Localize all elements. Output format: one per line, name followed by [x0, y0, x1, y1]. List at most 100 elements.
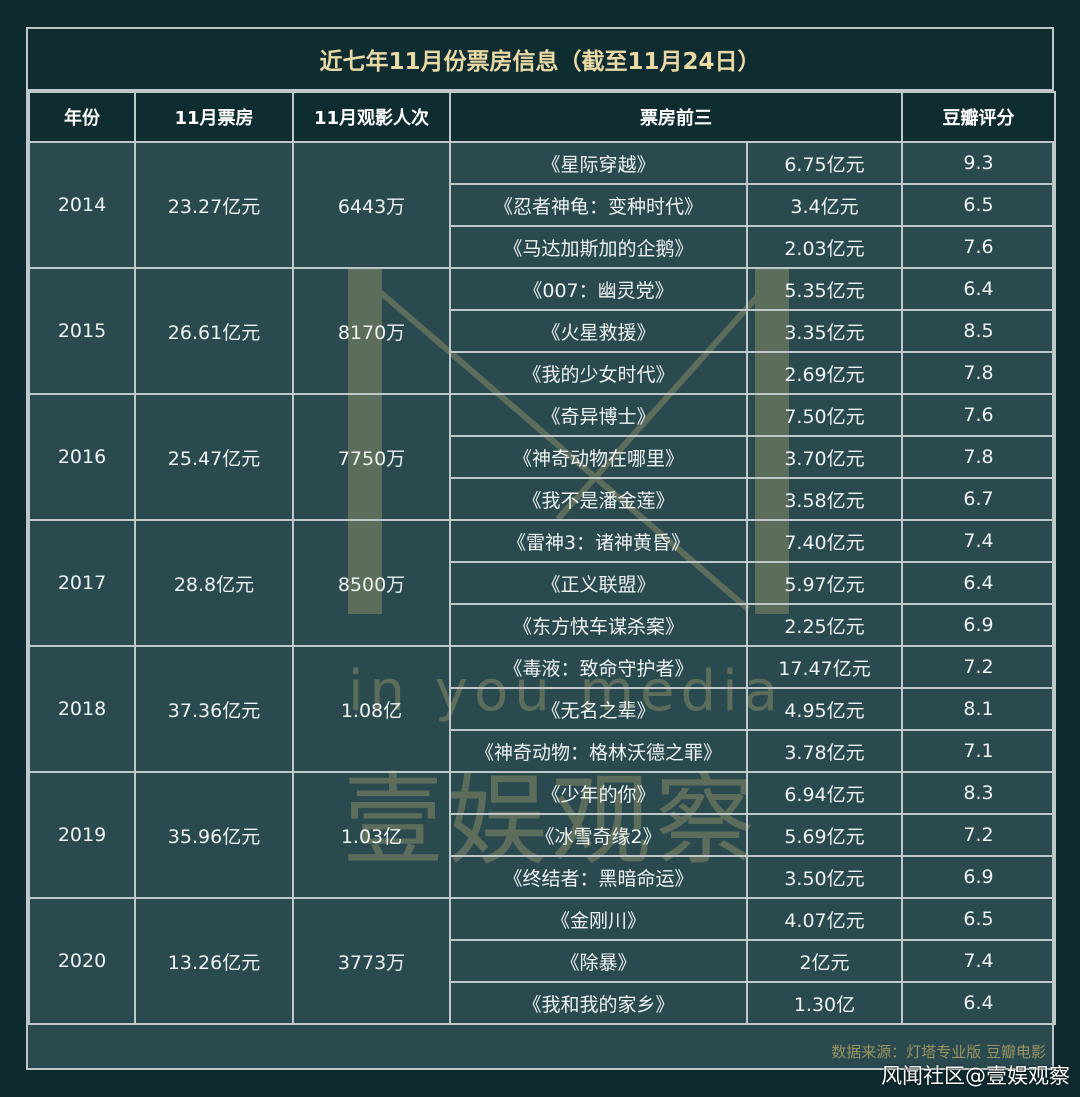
douban-score-cell: 7.6 — [901, 225, 1056, 269]
douban-score-cell: 7.4 — [901, 519, 1056, 563]
table-row: 《火星救援》 3.35亿元 8.5 — [29, 309, 1056, 353]
table-row: 《除暴》 2亿元 7.4 — [29, 939, 1056, 983]
table-row: 2017 28.8亿元 8500万 《雷神3：诸神黄昏》 7.40亿元 7.4 — [28, 519, 1056, 647]
film-gross-cell: 4.95亿元 — [746, 687, 903, 731]
box-office-cell: 23.27亿元 — [134, 141, 294, 269]
film-gross-cell: 5.97亿元 — [746, 561, 903, 605]
year-cell: 2017 — [28, 519, 136, 647]
film-gross-cell: 2.03亿元 — [746, 225, 903, 269]
year-cell: 2015 — [28, 267, 136, 395]
film-name-cell: 《奇异博士》 — [449, 393, 748, 437]
douban-score-cell: 7.8 — [901, 435, 1056, 479]
box-office-cell: 37.36亿元 — [134, 645, 294, 773]
douban-score-cell: 8.5 — [901, 309, 1056, 353]
table-row: 《神奇动物在哪里》 3.70亿元 7.8 — [29, 435, 1056, 479]
douban-score-cell: 7.2 — [901, 645, 1056, 689]
film-name-cell: 《东方快车谋杀案》 — [449, 603, 748, 647]
header-douban: 豆瓣评分 — [901, 91, 1056, 143]
table-row: 《神奇动物：格林沃德之罪》 3.78亿元 7.1 — [29, 729, 1056, 773]
page-title: 近七年11月份票房信息（截至11月24日） — [28, 29, 1052, 91]
film-gross-cell: 3.4亿元 — [746, 183, 903, 227]
box-office-cell: 25.47亿元 — [134, 393, 294, 521]
table-row: 《我不是潘金莲》 3.58亿元 6.7 — [29, 477, 1056, 521]
header-year: 年份 — [28, 91, 136, 143]
film-name-cell: 《马达加斯加的企鹅》 — [449, 225, 748, 269]
table-row: 《正义联盟》 5.97亿元 6.4 — [29, 561, 1056, 605]
box-office-cell: 35.96亿元 — [134, 771, 294, 899]
douban-score-cell: 8.3 — [901, 771, 1056, 815]
table-row: 《无名之辈》 4.95亿元 8.1 — [29, 687, 1056, 731]
film-name-cell: 《星际穿越》 — [449, 141, 748, 185]
film-gross-cell: 3.35亿元 — [746, 309, 903, 353]
douban-score-cell: 7.6 — [901, 393, 1056, 437]
table-row: 2014 23.27亿元 6443万 《星际穿越》 6.75亿元 9.3 — [28, 141, 1056, 269]
table-row: 2018 37.36亿元 1.08亿 《毒液：致命守护者》 17.47亿元 7.2 — [28, 645, 1056, 773]
film-name-cell: 《无名之辈》 — [449, 687, 748, 731]
box-office-table: 年份 11月票房 11月观影人次 票房前三 豆瓣评分 2014 23.27亿元 64… — [28, 91, 1056, 1025]
table-row: 《我和我的家乡》 1.30亿 6.4 — [29, 981, 1056, 1025]
film-gross-cell: 5.35亿元 — [746, 267, 903, 311]
table-row: 2016 25.47亿元 7750万 《奇异博士》 7.50亿元 7.6 — [28, 393, 1056, 521]
audience-cell: 8500万 — [292, 519, 451, 647]
credit-watermark: 风闻社区@壹娱观察 — [881, 1064, 1070, 1088]
film-name-cell: 《少年的你》 — [449, 771, 748, 815]
table-row: 《东方快车谋杀案》 2.25亿元 6.9 — [29, 603, 1056, 647]
year-cell: 2014 — [28, 141, 136, 269]
film-gross-cell: 6.94亿元 — [746, 771, 903, 815]
audience-cell: 8170万 — [292, 267, 451, 395]
box-office-cell: 26.61亿元 — [134, 267, 294, 395]
douban-score-cell: 9.3 — [901, 141, 1056, 185]
douban-score-cell: 6.9 — [901, 855, 1056, 899]
film-gross-cell: 4.07亿元 — [746, 897, 903, 941]
douban-score-cell: 7.8 — [901, 351, 1056, 395]
film-gross-cell: 3.70亿元 — [746, 435, 903, 479]
douban-score-cell: 7.4 — [901, 939, 1056, 983]
douban-score-cell: 7.1 — [901, 729, 1056, 773]
film-name-cell: 《正义联盟》 — [449, 561, 748, 605]
film-name-cell: 《忍者神龟：变种时代》 — [449, 183, 748, 227]
film-gross-cell: 1.30亿 — [746, 981, 903, 1025]
audience-cell: 6443万 — [292, 141, 451, 269]
film-name-cell: 《我的少女时代》 — [449, 351, 748, 395]
audience-cell: 3773万 — [292, 897, 451, 1025]
table-row: 《马达加斯加的企鹅》 2.03亿元 7.6 — [29, 225, 1056, 269]
douban-score-cell: 6.7 — [901, 477, 1056, 521]
header-row: 年份 11月票房 11月观影人次 票房前三 豆瓣评分 — [28, 91, 1056, 143]
film-name-cell: 《除暴》 — [449, 939, 748, 983]
douban-score-cell: 6.9 — [901, 603, 1056, 647]
film-name-cell: 《神奇动物：格林沃德之罪》 — [449, 729, 748, 773]
douban-score-cell: 8.1 — [901, 687, 1056, 731]
table-row: 《冰雪奇缘2》 5.69亿元 7.2 — [29, 813, 1056, 857]
film-name-cell: 《冰雪奇缘2》 — [449, 813, 748, 857]
table-row: 《终结者：黑暗命运》 3.50亿元 6.9 — [29, 855, 1056, 899]
douban-score-cell: 7.2 — [901, 813, 1056, 857]
film-gross-cell: 3.50亿元 — [746, 855, 903, 899]
year-cell: 2018 — [28, 645, 136, 773]
douban-score-cell: 6.5 — [901, 897, 1056, 941]
header-top3: 票房前三 — [449, 91, 903, 143]
year-cell: 2020 — [28, 897, 136, 1025]
film-gross-cell: 2.69亿元 — [746, 351, 903, 395]
douban-score-cell: 6.4 — [901, 981, 1056, 1025]
film-name-cell: 《金刚川》 — [449, 897, 748, 941]
douban-score-cell: 6.4 — [901, 561, 1056, 605]
data-source-note: 数据来源：灯塔专业版 豆瓣电影 — [831, 1043, 1046, 1061]
audience-cell: 1.03亿 — [292, 771, 451, 899]
table-row: 《忍者神龟：变种时代》 3.4亿元 6.5 — [29, 183, 1056, 227]
douban-score-cell: 6.4 — [901, 267, 1056, 311]
film-gross-cell: 7.40亿元 — [746, 519, 903, 563]
douban-score-cell: 6.5 — [901, 183, 1056, 227]
film-gross-cell: 6.75亿元 — [746, 141, 903, 185]
year-cell: 2016 — [28, 393, 136, 521]
year-cell: 2019 — [28, 771, 136, 899]
box-office-cell: 28.8亿元 — [134, 519, 294, 647]
audience-cell: 7750万 — [292, 393, 451, 521]
film-gross-cell: 17.47亿元 — [746, 645, 903, 689]
film-gross-cell: 2.25亿元 — [746, 603, 903, 647]
box-office-cell: 13.26亿元 — [134, 897, 294, 1025]
header-box-office: 11月票房 — [134, 91, 294, 143]
film-gross-cell: 2亿元 — [746, 939, 903, 983]
header-audience: 11月观影人次 — [292, 91, 451, 143]
film-name-cell: 《我不是潘金莲》 — [449, 477, 748, 521]
film-gross-cell: 3.78亿元 — [746, 729, 903, 773]
